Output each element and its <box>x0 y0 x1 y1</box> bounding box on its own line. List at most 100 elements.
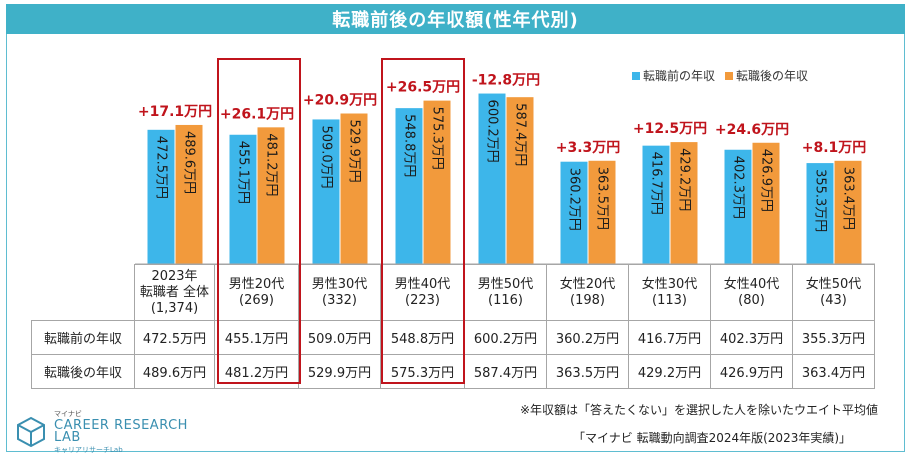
cube-logo-icon <box>17 416 45 448</box>
header-line: 転職者 全体 <box>139 284 210 300</box>
diff-label-1: +26.1万円 <box>220 106 294 122</box>
bar-label-before-4: 600.2万円 <box>485 100 500 163</box>
table-cell: 575.3万円 <box>380 354 465 389</box>
header-line: 男性40代 <box>394 276 451 292</box>
header-line: 女性50代 <box>805 276 862 292</box>
bar-label-before-0: 472.5万円 <box>154 136 169 199</box>
diff-label-0: +17.1万円 <box>138 104 212 120</box>
table-cell: 363.5万円 <box>546 354 629 389</box>
bar-after-2 <box>340 113 368 265</box>
table-cell: 548.8万円 <box>380 320 465 355</box>
bar-before-6 <box>642 145 670 264</box>
table-cell: 472.5万円 <box>134 320 215 355</box>
header-count: (269) <box>239 292 274 308</box>
footnote: ※年収額は「答えたくない」を選択した人を除いたウエイト平均値 <box>520 403 879 417</box>
table-cell: 529.9万円 <box>298 354 381 389</box>
table-header-cell: 女性20代 (198) <box>546 264 629 321</box>
bar-label-before-8: 355.3万円 <box>813 169 828 232</box>
source-note: 「マイナビ 転職動向調査2024年版(2023年実績)」 <box>573 431 852 445</box>
table-cell: 481.2万円 <box>214 354 299 389</box>
diff-label-2: +20.9万円 <box>303 93 377 109</box>
table-cell: 426.9万円 <box>710 354 793 389</box>
logo-text: マイナビ CAREER RESEARCH LAB キャリアリサーチLab <box>54 408 188 456</box>
bar-before-8 <box>806 163 834 264</box>
diff-label-3: +26.5万円 <box>386 80 460 96</box>
legend: 転職前の年収 転職後の年収 <box>632 67 808 84</box>
table-cell: 360.2万円 <box>546 320 629 355</box>
bar-before-5 <box>560 161 588 264</box>
bar-after-4 <box>506 97 534 264</box>
bar-after-6 <box>670 142 698 264</box>
header-line: 女性20代 <box>559 276 616 292</box>
table-cell: 416.7万円 <box>628 320 711 355</box>
row-label: 転職前の年収 <box>31 320 135 355</box>
legend-swatch-after <box>725 71 734 80</box>
bar-label-before-2: 509.0万円 <box>319 125 334 188</box>
header-count: (43) <box>820 292 847 308</box>
bar-label-after-1: 481.2万円 <box>264 133 279 196</box>
header-count: (113) <box>652 292 687 308</box>
table-cell: 455.1万円 <box>214 320 299 355</box>
header-line: 男性20代 <box>228 276 285 292</box>
header-line: 男性50代 <box>477 276 534 292</box>
bar-label-after-6: 429.2万円 <box>677 148 692 211</box>
bar-before-7 <box>724 149 752 264</box>
table-cell: 363.4万円 <box>792 354 875 389</box>
bar-after-5 <box>588 160 616 264</box>
diff-label-5: +3.3万円 <box>556 140 621 156</box>
table-header-cell: 女性30代 (113) <box>628 264 711 321</box>
header-count: (80) <box>738 292 765 308</box>
bar-before-2 <box>312 119 340 264</box>
data-table: 2023年 転職者 全体 (1,374) 男性20代 (269) 男性30代 (… <box>31 264 875 389</box>
bar-label-after-2: 529.9万円 <box>347 120 362 183</box>
diff-label-4: -12.8万円 <box>472 73 540 89</box>
header-line: 女性40代 <box>723 276 780 292</box>
bar-label-before-3: 548.8万円 <box>402 114 417 177</box>
table-cell: 489.6万円 <box>134 354 215 389</box>
table-cell: 587.4万円 <box>464 354 547 389</box>
bar-after-1 <box>257 127 285 264</box>
table-cell: 429.2万円 <box>628 354 711 389</box>
table-header-cell: 女性50代 (43) <box>792 264 875 321</box>
chart-title: 転職前後の年収額(性年代別) <box>6 4 905 34</box>
logo-brand: マイナビ <box>54 410 82 418</box>
header-count: (1,374) <box>150 300 199 316</box>
logo: マイナビ CAREER RESEARCH LAB キャリアリサーチLab <box>14 408 188 456</box>
bar-label-before-1: 455.1万円 <box>236 141 251 204</box>
header-count: (116) <box>488 292 523 308</box>
header-line: 2023年 <box>151 268 198 284</box>
diff-label-7: +24.6万円 <box>715 122 789 138</box>
bar-after-3 <box>423 100 451 264</box>
legend-item-after: 転職後の年収 <box>725 67 808 84</box>
table-header-cell: 2023年 転職者 全体 (1,374) <box>134 264 215 321</box>
header-count: (198) <box>570 292 605 308</box>
logo-lab: LAB <box>54 430 81 445</box>
bar-label-before-6: 416.7万円 <box>649 152 664 215</box>
bar-label-after-5: 363.5万円 <box>595 167 610 230</box>
chart-frame <box>6 34 905 452</box>
diff-label-6: +12.5万円 <box>633 121 707 137</box>
bar-before-0 <box>147 129 175 264</box>
table-row-before: 転職前の年収 472.5万円 455.1万円 509.0万円 548.8万円 6… <box>31 320 875 355</box>
header-count: (332) <box>322 292 357 308</box>
table-header-cell: 男性20代 (269) <box>214 264 299 321</box>
legend-item-before: 転職前の年収 <box>632 67 715 84</box>
table-header-cell: 女性40代 (80) <box>710 264 793 321</box>
bar-after-7 <box>752 142 780 264</box>
legend-label-before: 転職前の年収 <box>643 69 716 83</box>
table-cell: 600.2万円 <box>464 320 547 355</box>
row-label: 転職後の年収 <box>31 354 135 389</box>
bar-after-0 <box>175 124 203 264</box>
table-cell: 509.0万円 <box>298 320 381 355</box>
table-cell: 402.3万円 <box>710 320 793 355</box>
table-cell: 355.3万円 <box>792 320 875 355</box>
bar-before-3 <box>395 108 423 264</box>
bar-label-before-7: 402.3万円 <box>731 156 746 219</box>
diff-label-8: +8.1万円 <box>802 140 867 156</box>
bar-after-8 <box>834 160 862 264</box>
header-line: 男性30代 <box>311 276 368 292</box>
logo-subtitle: キャリアリサーチLab <box>54 446 123 454</box>
table-header-cell: 男性30代 (332) <box>298 264 381 321</box>
bar-label-after-3: 575.3万円 <box>430 107 445 170</box>
